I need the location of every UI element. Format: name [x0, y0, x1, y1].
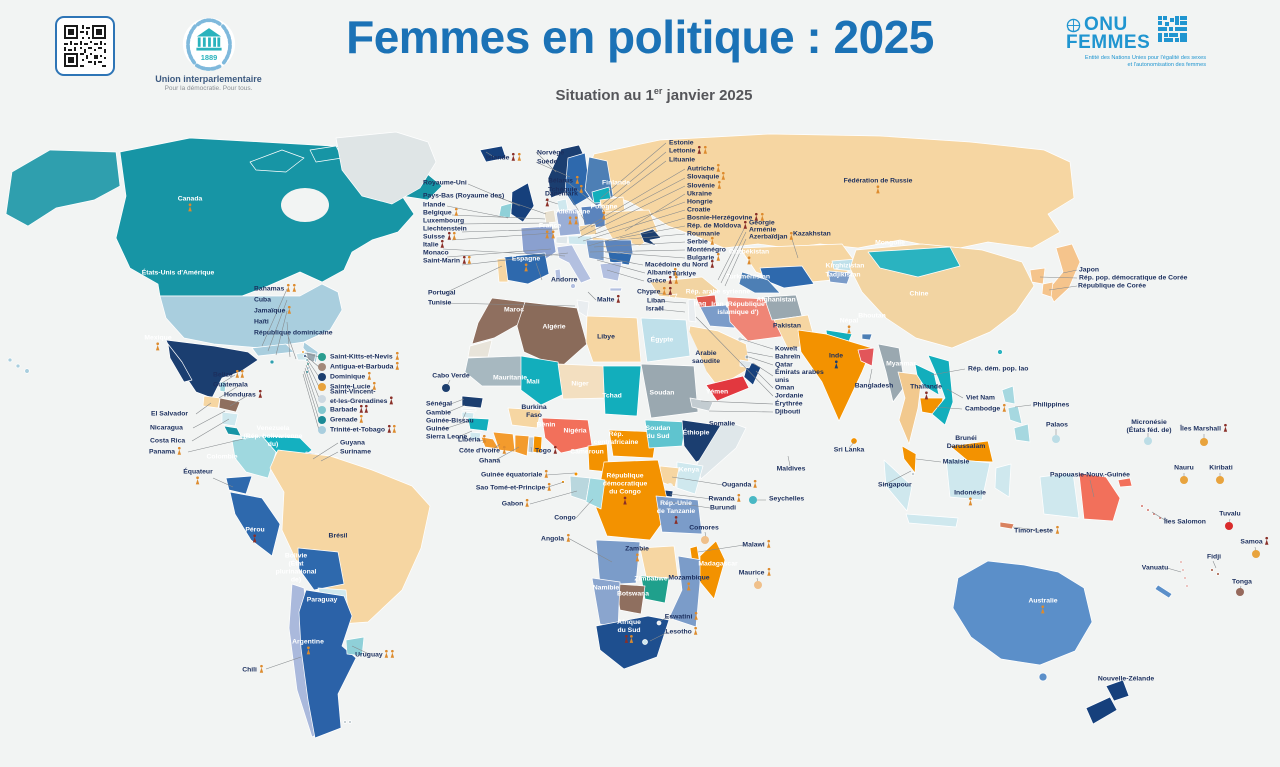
region-africa: [461, 297, 747, 670]
leader-lines: [187, 142, 1257, 670]
ipu-logo[interactable]: 1889 Union interparlementaire Pour la dé…: [146, 16, 271, 92]
region-asia: [649, 243, 1133, 530]
subtitle-suffix: janvier 2025: [662, 87, 753, 104]
region-south-america: [225, 435, 431, 739]
un-emblem-icon: [1066, 18, 1081, 32]
ipu-tagline: Pour la démocratie. Pour tous.: [164, 85, 253, 92]
unwomen-flag-icon: [1158, 16, 1187, 42]
qr-code-icon: [64, 25, 106, 67]
subtitle-sup: er: [653, 86, 663, 96]
ipu-emblem-icon: 1889: [182, 17, 235, 71]
qr-code[interactable]: [55, 16, 115, 76]
ipu-year: 1889: [200, 53, 217, 62]
unwomen-line2: FEMMES: [1066, 32, 1151, 54]
region-north-america: [5, 131, 507, 447]
unwomen-logo[interactable]: ONU FEMMES Entité des: [1066, 14, 1226, 69]
region-oceania: [952, 504, 1220, 725]
unwomen-line1: ONU: [1084, 14, 1128, 35]
subtitle: Situation au 1er janvier 2025: [14, 86, 1280, 104]
subtitle-prefix: Situation au 1: [555, 87, 654, 104]
ipu-name: Union interparlementaire: [155, 74, 262, 84]
unwomen-tagline: Entité des Nations Unies pour l'égalité …: [1066, 55, 1206, 69]
region-europe: [496, 133, 1075, 292]
unwomen-tagline-2: et l'autonomisation des femmes: [1127, 62, 1207, 69]
unwomen-tagline-1: Entité des Nations Unies pour l'égalité …: [1084, 55, 1206, 62]
page-title: Femmes en politique : 2025: [346, 11, 934, 63]
